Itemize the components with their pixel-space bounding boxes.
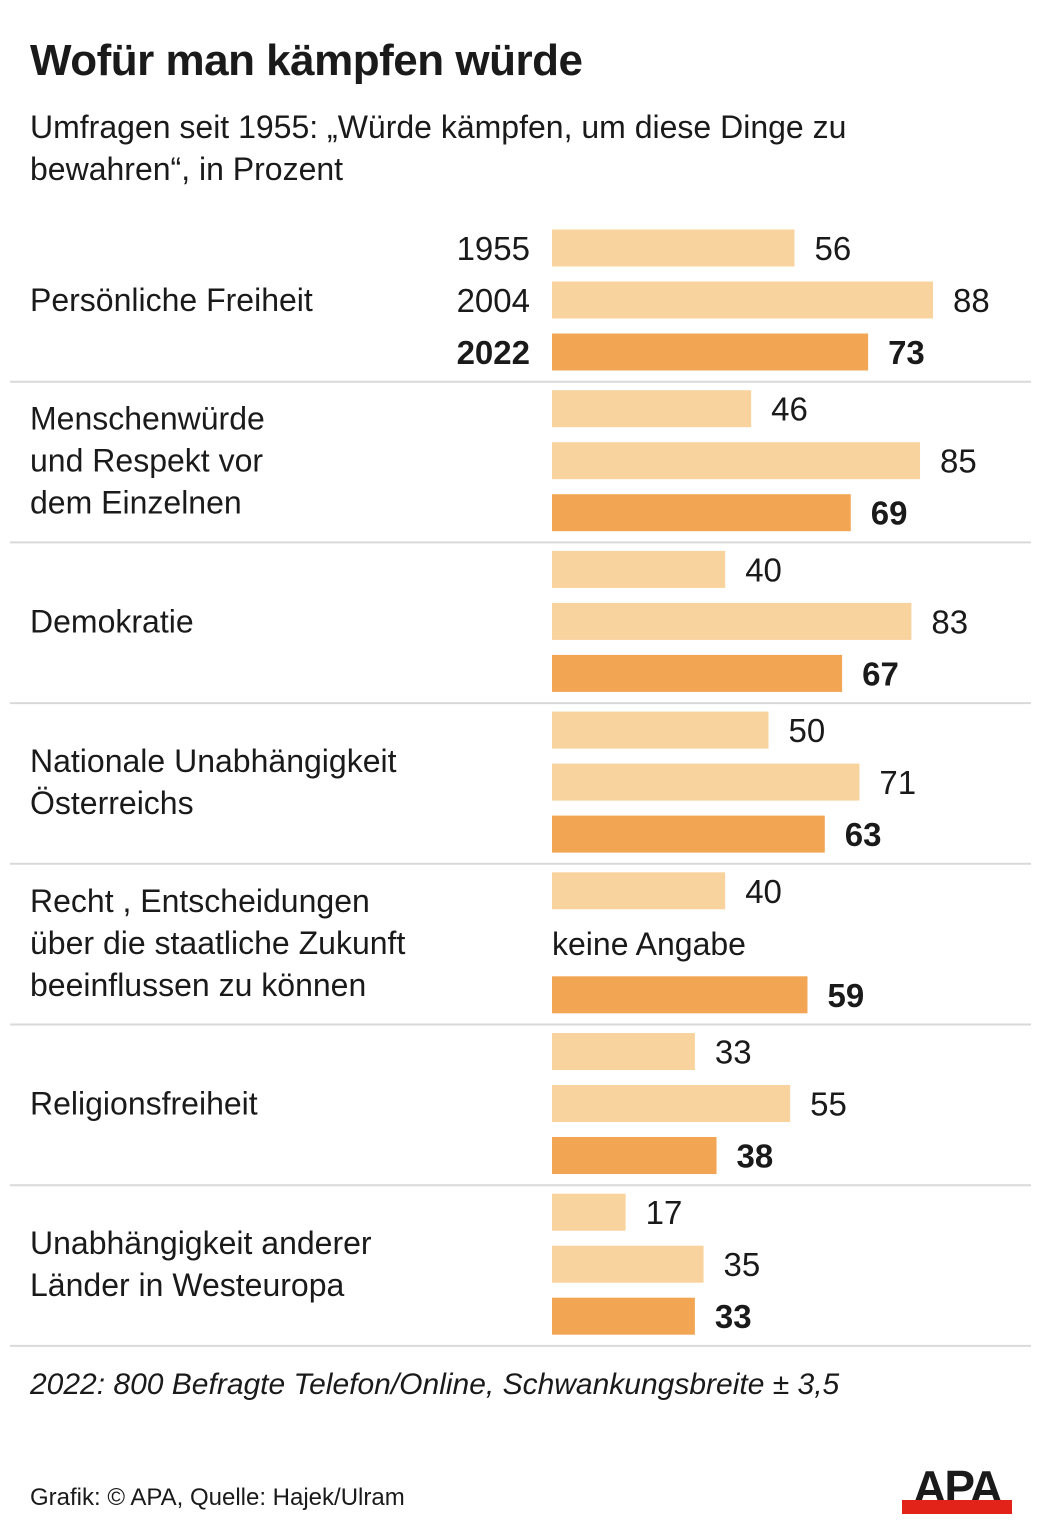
bar-2022 (552, 654, 843, 692)
bar-1955 (552, 550, 726, 588)
value-label: 59 (827, 977, 864, 1014)
value-label: 38 (737, 1138, 774, 1175)
value-label: 88 (953, 282, 990, 319)
bar-2022 (552, 815, 825, 853)
year-label: 1955 (457, 230, 530, 267)
bar-2004 (552, 1245, 704, 1283)
category-label: beeinflussen zu können (30, 967, 366, 1003)
value-label: 56 (814, 230, 851, 267)
category-label: Persönliche Freiheit (30, 282, 313, 318)
value-label: 33 (715, 1298, 752, 1335)
category-label: über die staatliche Zukunft (30, 925, 405, 961)
apa-logo: APA (902, 1461, 1012, 1514)
value-label: 17 (646, 1194, 683, 1231)
bar-2022 (552, 976, 808, 1014)
value-label: 40 (745, 873, 782, 910)
value-label: 63 (845, 816, 882, 853)
category-label: Religionsfreiheit (30, 1086, 258, 1122)
bar-1955 (552, 711, 769, 749)
bar-chart: Persönliche Freiheit 1955 2004 2022 56 88 73 Me… (10, 229, 1031, 1347)
year-label: 2004 (457, 282, 530, 319)
bar-2022 (552, 333, 869, 371)
value-label: 33 (715, 1034, 752, 1071)
chart-subtitle: Umfragen seit 1955: „Würde kämpfen, um d… (30, 109, 847, 187)
bar-1955 (552, 1193, 626, 1231)
value-label: 46 (771, 391, 808, 428)
category-label: dem Einzelnen (30, 485, 242, 521)
source-credit: Grafik: © APA, Quelle: Hajek/Ulram (30, 1484, 405, 1511)
category-label: Menschenwürde (30, 401, 265, 437)
bar-2022 (552, 1297, 695, 1335)
value-label: 40 (745, 551, 782, 588)
bar-2004 (552, 1085, 791, 1122)
value-label: 85 (940, 443, 977, 480)
missing-value-label: keine Angabe (552, 926, 746, 962)
bar-2022 (552, 494, 851, 532)
value-label: 73 (888, 334, 925, 371)
bar-1955 (552, 1033, 695, 1070)
category-label: Nationale Unabhängigkeit (30, 743, 397, 779)
category-label: Unabhängigkeit anderer (30, 1225, 372, 1261)
value-label: 50 (789, 712, 826, 749)
category-label: Länder in Westeuropa (30, 1267, 344, 1303)
bar-2022 (552, 1137, 717, 1174)
apa-logo-red-bar (902, 1500, 1012, 1514)
category-label: Österreichs (30, 785, 194, 821)
year-label: 2022 (457, 334, 530, 371)
value-label: 35 (724, 1246, 761, 1283)
category-label: Recht , Entscheidungen (30, 883, 370, 919)
category-label: Demokratie (30, 603, 194, 639)
category-label: und Respekt vor (30, 443, 263, 479)
value-label: 83 (931, 603, 968, 640)
bar-2004 (552, 763, 860, 801)
survey-note: 2022: 800 Befragte Telefon/Online, Schwa… (30, 1368, 840, 1401)
bar-2004 (552, 602, 912, 640)
value-label: 71 (879, 764, 916, 801)
value-label: 55 (810, 1086, 847, 1123)
bar-1955 (552, 229, 795, 267)
bar-2004 (552, 281, 934, 319)
bar-1955 (552, 872, 726, 910)
bar-1955 (552, 390, 752, 428)
chart-title: Wofür man kämpfen würde (30, 36, 583, 85)
bar-2004 (552, 442, 921, 480)
value-label: 67 (862, 655, 899, 692)
value-label: 69 (871, 495, 908, 532)
